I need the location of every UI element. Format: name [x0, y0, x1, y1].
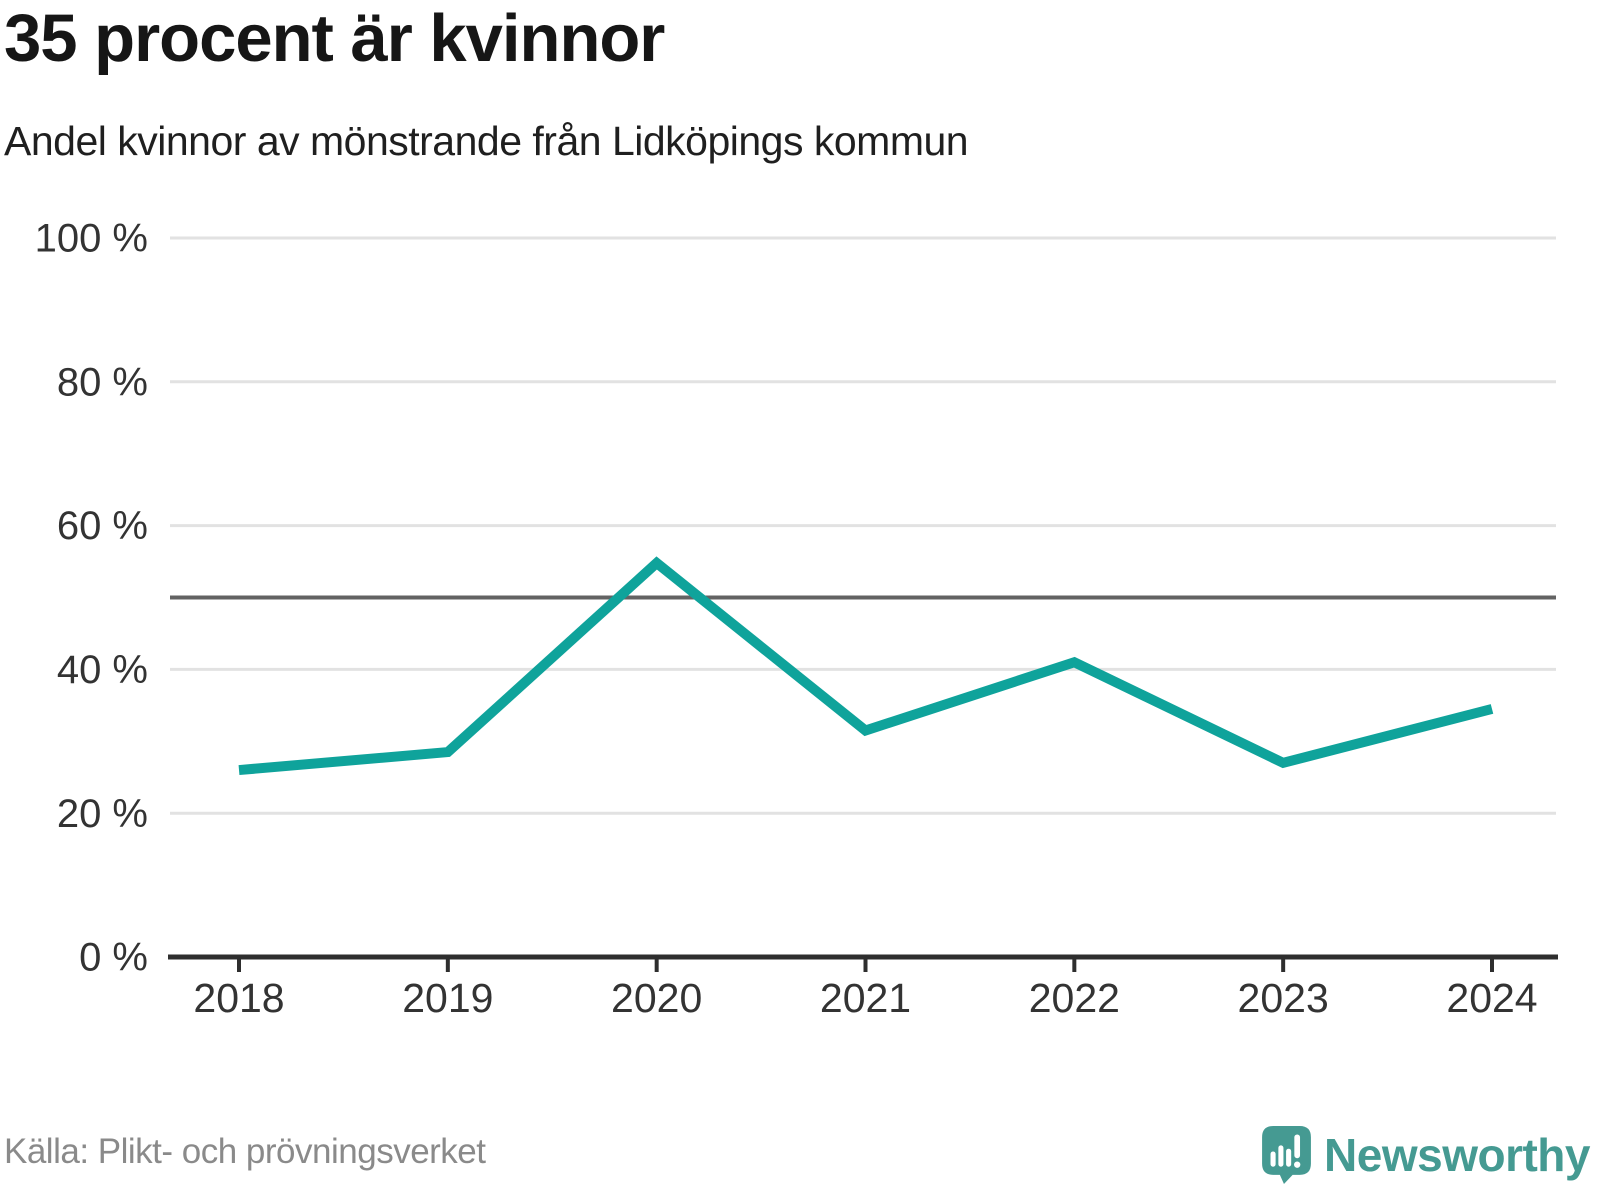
- y-tick-label-80: 80 %: [57, 360, 148, 404]
- y-tick-label-0: 0 %: [79, 936, 148, 980]
- chart-subtitle: Andel kvinnor av mönstrande från Lidköpi…: [4, 118, 969, 164]
- x-tick-label-2019: 2019: [402, 975, 493, 1021]
- chart-title: 35 procent är kvinnor: [4, 1, 665, 76]
- source-note: Källa: Plikt- och prövningsverket: [4, 1132, 486, 1171]
- newsworthy-logo: Newsworthy: [1262, 1126, 1590, 1184]
- newsworthy-logo-text: Newsworthy: [1324, 1129, 1590, 1181]
- x-tick-label-2020: 2020: [611, 975, 702, 1021]
- y-tick-label-100: 100 %: [35, 217, 148, 261]
- newsworthy-logo-icon: [1262, 1126, 1311, 1184]
- x-tick-label-2021: 2021: [820, 975, 911, 1021]
- x-tick-label-2023: 2023: [1238, 975, 1329, 1021]
- x-tick-label-2022: 2022: [1029, 975, 1120, 1021]
- y-tick-label-40: 40 %: [57, 648, 148, 692]
- y-tick-label-20: 20 %: [57, 792, 148, 836]
- data-line-series: [238, 556, 1494, 776]
- x-tick-label-2018: 2018: [193, 975, 284, 1021]
- x-tick-label-2024: 2024: [1446, 975, 1537, 1021]
- y-tick-label-60: 60 %: [57, 504, 148, 548]
